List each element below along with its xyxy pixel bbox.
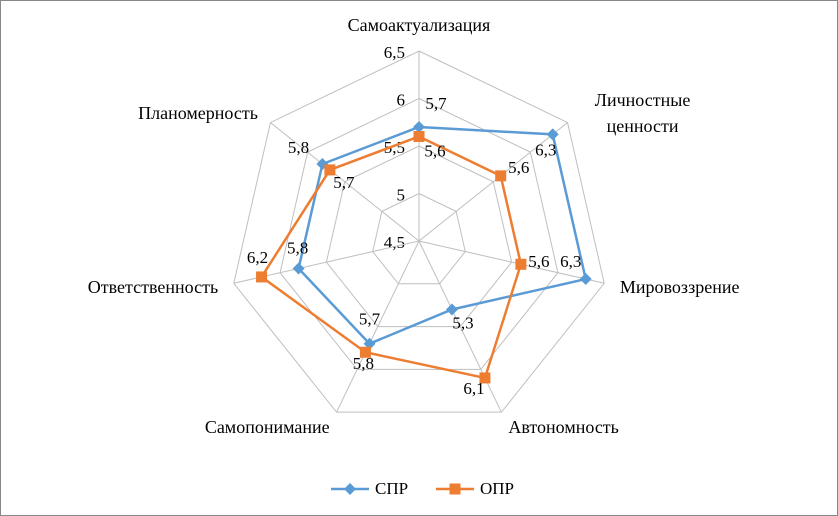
axis-label: Мировоззрение (619, 276, 740, 297)
axis-label: Планомерность (138, 102, 258, 123)
marker (546, 128, 559, 141)
data-label: 5,6 (508, 158, 529, 177)
grid-ring (279, 97, 559, 370)
legend-label: ОПР (480, 479, 514, 498)
data-label: 5,8 (287, 238, 308, 257)
marker (579, 273, 592, 286)
data-label: 5,3 (452, 313, 473, 332)
marker (445, 303, 458, 316)
axis-label: Самопонимание (204, 416, 330, 437)
r-tick-label: 5 (397, 185, 406, 204)
marker (359, 346, 371, 358)
spoke (418, 240, 502, 413)
spoke (418, 122, 568, 242)
series-line (297, 125, 588, 346)
axis-label: Ответственность (87, 276, 219, 297)
data-label: 6,2 (247, 248, 268, 267)
marker (515, 258, 527, 270)
spoke (336, 240, 420, 413)
marker (479, 372, 491, 384)
spoke (270, 122, 420, 242)
spoke (418, 240, 605, 284)
grid-ring (372, 192, 466, 285)
data-label: 6,1 (463, 379, 484, 398)
axis-label: Самоактуализация (347, 15, 491, 35)
grid-ring (325, 145, 513, 328)
marker (413, 121, 425, 133)
marker (256, 271, 268, 283)
data-label: 6,3 (560, 252, 581, 271)
legend-label: СПР (375, 479, 408, 498)
data-label: 5,6 (528, 252, 549, 271)
data-label: 5,7 (359, 310, 381, 329)
r-tick-label: 6 (397, 90, 406, 109)
data-label: 5,6 (424, 141, 445, 160)
data-label: 5,7 (333, 173, 355, 192)
marker (449, 483, 461, 495)
data-label: 5,8 (288, 138, 309, 157)
marker (292, 262, 305, 275)
axis-label: Автономность (508, 416, 619, 437)
data-label: 5,8 (353, 354, 374, 373)
grid-ring (233, 50, 605, 413)
marker (344, 483, 356, 495)
r-tick-label: 6,5 (384, 43, 405, 62)
data-label: 6,3 (535, 140, 556, 159)
r-tick-label: 4,5 (384, 233, 405, 252)
axis-label: Личностные ценности (594, 89, 691, 136)
series-line (259, 135, 523, 380)
marker (413, 131, 425, 142)
marker (324, 164, 336, 176)
marker (495, 170, 507, 182)
marker (363, 337, 376, 350)
data-label: 5,7 (425, 94, 447, 113)
